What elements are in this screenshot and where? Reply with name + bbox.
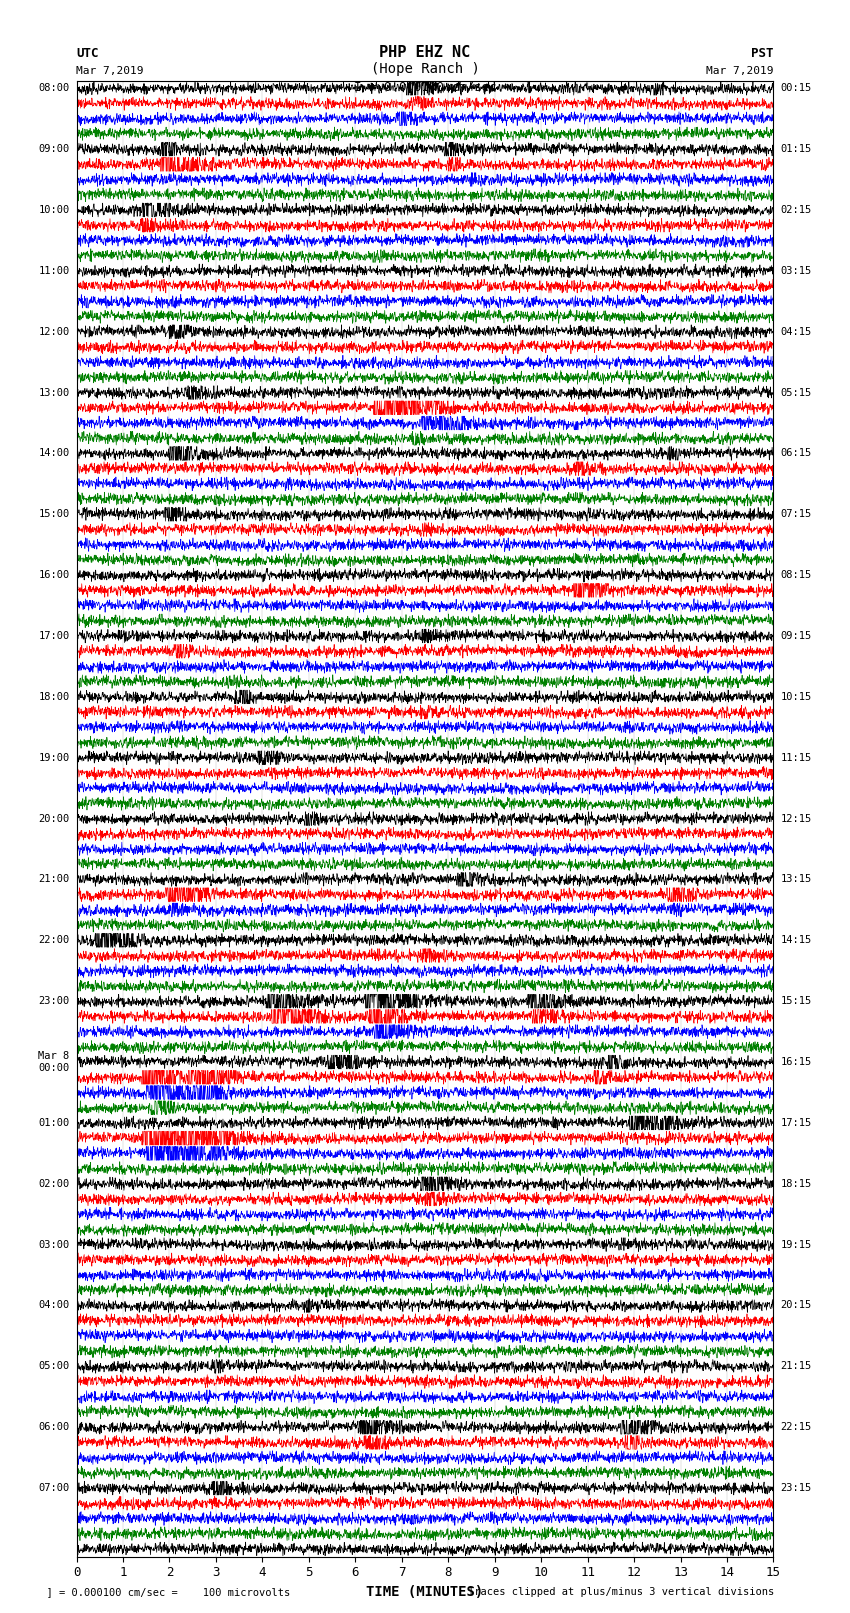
Text: 16:15: 16:15	[780, 1057, 812, 1068]
Text: 11:00: 11:00	[38, 266, 70, 276]
Text: 07:15: 07:15	[780, 510, 812, 519]
Text: 10:00: 10:00	[38, 205, 70, 215]
Text: 10:15: 10:15	[780, 692, 812, 702]
Text: 12:00: 12:00	[38, 327, 70, 337]
Text: 04:15: 04:15	[780, 327, 812, 337]
Text: UTC: UTC	[76, 47, 99, 60]
Text: 11:15: 11:15	[780, 753, 812, 763]
Text: 20:00: 20:00	[38, 813, 70, 824]
Text: 02:15: 02:15	[780, 205, 812, 215]
Text: 08:15: 08:15	[780, 569, 812, 581]
Text: 02:00: 02:00	[38, 1179, 70, 1189]
Text: 21:15: 21:15	[780, 1361, 812, 1371]
Text: Mar 7,2019: Mar 7,2019	[76, 66, 144, 76]
Text: Mar 8
00:00: Mar 8 00:00	[38, 1052, 70, 1073]
Text: PHP EHZ NC: PHP EHZ NC	[379, 45, 471, 60]
Text: 12:15: 12:15	[780, 813, 812, 824]
Text: 03:00: 03:00	[38, 1240, 70, 1250]
X-axis label: TIME (MINUTES): TIME (MINUTES)	[366, 1586, 484, 1598]
Text: 09:00: 09:00	[38, 144, 70, 155]
Text: Traces clipped at plus/minus 3 vertical divisions: Traces clipped at plus/minus 3 vertical …	[468, 1587, 774, 1597]
Text: I = 0.000100 cm/sec: I = 0.000100 cm/sec	[354, 81, 496, 94]
Text: (Hope Ranch ): (Hope Ranch )	[371, 61, 479, 76]
Text: 14:00: 14:00	[38, 448, 70, 458]
Text: 07:00: 07:00	[38, 1482, 70, 1494]
Text: Mar 7,2019: Mar 7,2019	[706, 66, 774, 76]
Text: 19:00: 19:00	[38, 753, 70, 763]
Text: 03:15: 03:15	[780, 266, 812, 276]
Text: 13:00: 13:00	[38, 387, 70, 397]
Text: 23:00: 23:00	[38, 997, 70, 1007]
Text: 17:00: 17:00	[38, 631, 70, 640]
Text: 05:15: 05:15	[780, 387, 812, 397]
Text: 16:00: 16:00	[38, 569, 70, 581]
Text: 06:15: 06:15	[780, 448, 812, 458]
Text: 22:00: 22:00	[38, 936, 70, 945]
Text: 23:15: 23:15	[780, 1482, 812, 1494]
Text: 08:00: 08:00	[38, 84, 70, 94]
Text: 04:00: 04:00	[38, 1300, 70, 1310]
Text: 01:00: 01:00	[38, 1118, 70, 1127]
Text: 01:15: 01:15	[780, 144, 812, 155]
Text: 22:15: 22:15	[780, 1423, 812, 1432]
Text: 18:15: 18:15	[780, 1179, 812, 1189]
Text: 05:00: 05:00	[38, 1361, 70, 1371]
Text: PST: PST	[751, 47, 774, 60]
Text: 15:00: 15:00	[38, 510, 70, 519]
Text: 13:15: 13:15	[780, 874, 812, 884]
Text: 15:15: 15:15	[780, 997, 812, 1007]
Text: 21:00: 21:00	[38, 874, 70, 884]
Text: 00:15: 00:15	[780, 84, 812, 94]
Text: 09:15: 09:15	[780, 631, 812, 640]
Text: 06:00: 06:00	[38, 1423, 70, 1432]
Text: 19:15: 19:15	[780, 1240, 812, 1250]
Text: 14:15: 14:15	[780, 936, 812, 945]
Text: 18:00: 18:00	[38, 692, 70, 702]
Text: 17:15: 17:15	[780, 1118, 812, 1127]
Text: ] = 0.000100 cm/sec =    100 microvolts: ] = 0.000100 cm/sec = 100 microvolts	[34, 1587, 290, 1597]
Text: 20:15: 20:15	[780, 1300, 812, 1310]
